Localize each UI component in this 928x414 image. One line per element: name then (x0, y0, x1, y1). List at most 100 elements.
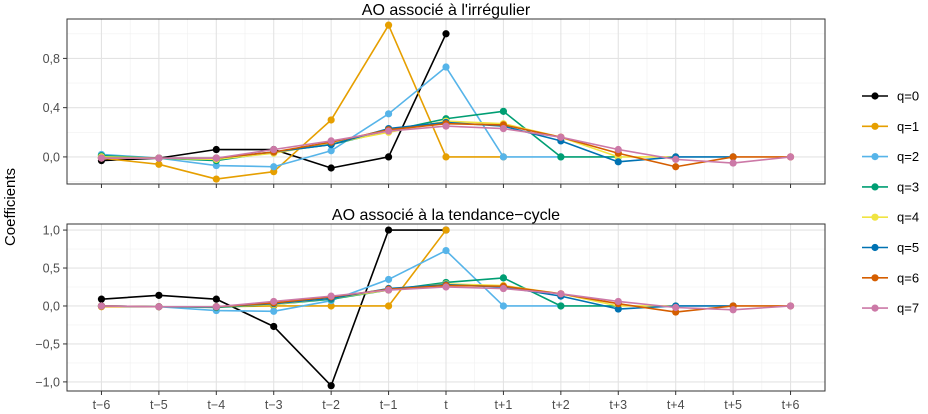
legend-marker (871, 183, 879, 191)
data-point (499, 153, 508, 161)
data-point (384, 153, 393, 161)
data-point (614, 297, 622, 306)
data-point (155, 154, 163, 162)
data-point (499, 274, 508, 282)
data-point (327, 382, 335, 390)
data-point (442, 30, 450, 38)
data-point (499, 284, 508, 293)
x-tick-label: t+1 (495, 398, 513, 412)
legend-item-q=7: q=7 (862, 301, 919, 316)
data-point (97, 302, 106, 310)
legend-label: q=2 (897, 149, 919, 164)
data-point (384, 21, 393, 29)
data-point (270, 297, 278, 306)
data-point (97, 154, 106, 162)
data-point (327, 147, 335, 155)
data-point (672, 163, 680, 171)
x-tick-label: t−1 (380, 398, 398, 412)
data-point (384, 286, 393, 294)
data-point (442, 153, 450, 161)
data-point (155, 160, 163, 168)
data-point (384, 275, 393, 284)
panel-2: 1,0 0,5 0,0 −0,5 −1,0 AO associé à la tendanc… (35, 207, 826, 395)
panels-layer: 0,0 0,4 0,8 AO associé à l'irrégulier 1,0 0,5… (35, 2, 826, 412)
x-tick-label: t+6 (782, 398, 800, 412)
y-tick-label: −1,0 (35, 375, 60, 389)
legend-marker (871, 122, 879, 130)
data-point (729, 306, 737, 314)
legend: q=0 q=1 q=2 q=3 q=4 q=5 q=6 q=7 (862, 89, 919, 316)
data-point (499, 302, 508, 310)
data-point (729, 159, 737, 167)
data-point (442, 246, 450, 255)
y-tick-label: 0,4 (43, 101, 60, 115)
data-point (327, 292, 335, 300)
data-point (442, 226, 450, 234)
legend-item-q=3: q=3 (862, 179, 919, 194)
x-tick-label: t−2 (322, 398, 340, 412)
data-point (212, 145, 220, 154)
data-point (327, 137, 335, 145)
legend-item-q=4: q=4 (862, 210, 919, 225)
data-point (614, 158, 622, 166)
legend-marker (871, 153, 879, 161)
legend-label: q=1 (897, 119, 919, 134)
data-point (97, 295, 106, 303)
legend-label: q=0 (897, 89, 919, 104)
data-point (729, 153, 737, 161)
y-tick-label: −0,5 (35, 337, 60, 351)
legend-item-q=5: q=5 (862, 240, 919, 255)
panel-border (66, 18, 826, 185)
legend-item-q=1: q=1 (862, 119, 919, 134)
legend-label: q=6 (897, 270, 919, 285)
panel-title: AO associé à la tendance−cycle (332, 207, 560, 224)
data-point (270, 145, 278, 154)
legend-marker (871, 274, 879, 282)
legend-marker (871, 304, 879, 312)
legend-item-q=0: q=0 (862, 89, 919, 104)
x-tick-label: t+3 (609, 398, 627, 412)
data-point (212, 175, 220, 183)
series-q=0 (97, 226, 450, 390)
y-axis-title: Coefficients (2, 168, 19, 246)
y-tick-label: 1,0 (43, 224, 60, 238)
panel-border (66, 223, 826, 392)
y-tick-label: 0,0 (43, 299, 60, 313)
series-q=7 (97, 122, 795, 167)
data-point (442, 122, 450, 130)
y-tick-label: 0,5 (43, 262, 60, 276)
data-point (442, 63, 450, 71)
data-point (327, 302, 335, 310)
legend-label: q=4 (897, 210, 919, 225)
data-point (614, 305, 622, 313)
legend-item-q=6: q=6 (862, 270, 919, 285)
data-point (557, 290, 565, 298)
x-tick-label: t+2 (552, 398, 570, 412)
x-tick-label: t (444, 398, 448, 412)
data-point (384, 127, 393, 135)
data-point (557, 302, 565, 310)
data-point (212, 154, 220, 162)
data-point (786, 153, 795, 161)
data-point (384, 226, 393, 234)
x-tick-labels: t−6 t−5 t−4 t−3 t−2 t−1 t t+1 t+2 t+3 t+4 t+5 t+6 (93, 398, 800, 412)
series-q=7 (97, 283, 795, 314)
data-point (212, 295, 220, 303)
data-point (212, 161, 220, 170)
legend-marker (871, 92, 879, 100)
data-point (155, 303, 163, 311)
y-tick-label: 0,8 (43, 52, 60, 66)
x-tick-label: t+4 (667, 398, 685, 412)
y-tick-label: 0,0 (43, 150, 60, 164)
legend-marker (871, 243, 879, 252)
data-point (155, 291, 163, 299)
data-point (557, 153, 565, 161)
legend-label: q=5 (897, 240, 919, 255)
legend-item-q=2: q=2 (862, 149, 919, 164)
data-point (270, 322, 278, 331)
x-tick-label: t−4 (207, 398, 225, 412)
legend-marker (871, 213, 879, 221)
legend-label: q=7 (897, 301, 919, 316)
data-point (327, 116, 335, 124)
